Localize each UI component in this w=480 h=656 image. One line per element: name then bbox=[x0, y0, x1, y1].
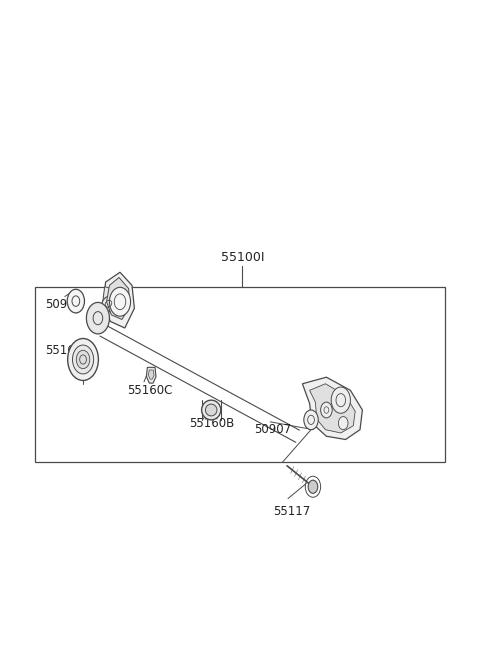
Polygon shape bbox=[101, 287, 111, 318]
Text: 55160C: 55160C bbox=[127, 384, 173, 397]
Circle shape bbox=[72, 345, 94, 374]
Polygon shape bbox=[103, 272, 134, 328]
Circle shape bbox=[67, 289, 84, 313]
Bar bbox=[35, 287, 445, 462]
Text: 50907: 50907 bbox=[46, 298, 83, 312]
Circle shape bbox=[86, 302, 109, 334]
Circle shape bbox=[304, 410, 318, 430]
Ellipse shape bbox=[102, 297, 115, 311]
Polygon shape bbox=[148, 370, 154, 379]
Text: 55100I: 55100I bbox=[221, 251, 264, 264]
Text: 55160B: 55160B bbox=[190, 417, 235, 430]
Polygon shape bbox=[302, 377, 362, 440]
Circle shape bbox=[338, 417, 348, 430]
Text: 50907: 50907 bbox=[254, 423, 291, 436]
Circle shape bbox=[68, 338, 98, 380]
Polygon shape bbox=[146, 367, 156, 383]
Ellipse shape bbox=[202, 400, 221, 420]
Text: 55160B: 55160B bbox=[46, 344, 91, 358]
Circle shape bbox=[331, 387, 350, 413]
Circle shape bbox=[109, 287, 131, 316]
Circle shape bbox=[321, 402, 332, 418]
Text: 55117: 55117 bbox=[274, 505, 311, 518]
Circle shape bbox=[308, 480, 318, 493]
Polygon shape bbox=[107, 277, 130, 319]
Ellipse shape bbox=[205, 404, 217, 416]
Circle shape bbox=[76, 350, 90, 369]
Polygon shape bbox=[310, 384, 355, 433]
